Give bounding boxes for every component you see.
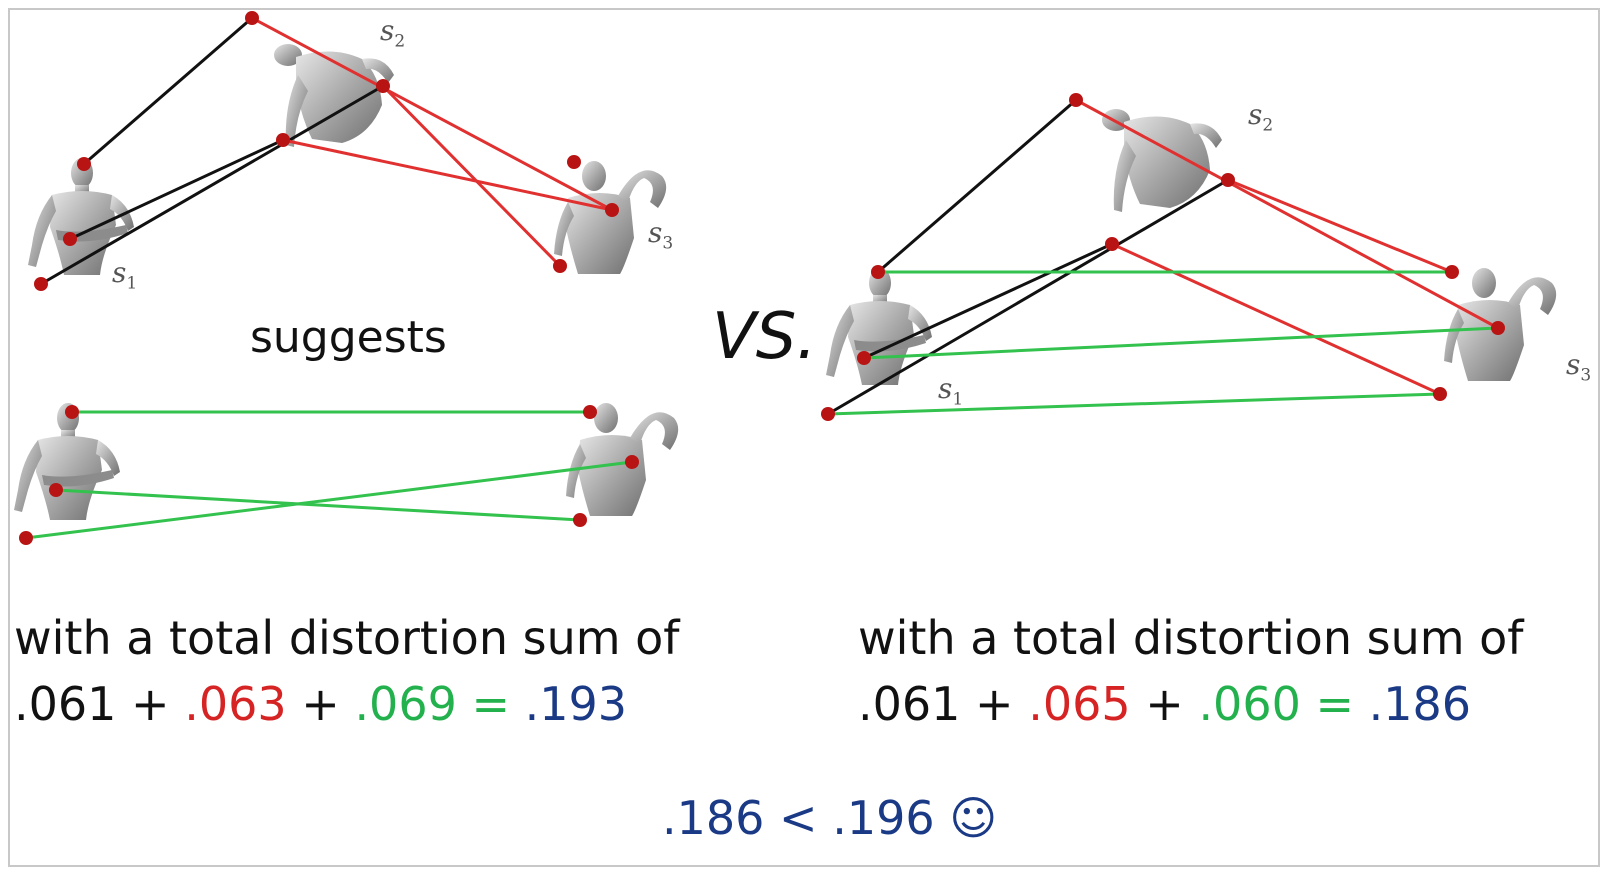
green-correspondence-line bbox=[55, 488, 581, 522]
label-s3-right: s3 bbox=[1566, 348, 1592, 386]
left-caption: with a total distortion sum of bbox=[14, 611, 680, 665]
red-correspondence-line bbox=[251, 16, 613, 212]
right-sum: .061 + .065 + .060 = .186 bbox=[858, 677, 1472, 731]
black-correspondence-line bbox=[863, 242, 1113, 360]
black-correspondence-line bbox=[877, 98, 1077, 274]
right-term-green: .060 bbox=[1198, 677, 1301, 731]
vs-label: VS. bbox=[712, 300, 817, 374]
left-term-green: .069 bbox=[354, 677, 457, 731]
green-correspondence-line bbox=[863, 326, 1499, 360]
feature-point bbox=[1221, 173, 1235, 187]
feature-point bbox=[821, 407, 835, 421]
feature-point bbox=[34, 277, 48, 291]
feature-point bbox=[567, 155, 581, 169]
feature-point bbox=[553, 259, 567, 273]
left-term-black: .061 bbox=[14, 677, 117, 731]
right-correspondence-lines bbox=[827, 98, 1499, 416]
feature-points bbox=[19, 11, 1505, 545]
feature-point bbox=[1105, 237, 1119, 251]
feature-point bbox=[245, 11, 259, 25]
green-correspondence-line bbox=[25, 460, 633, 540]
left-term-red: .063 bbox=[184, 677, 287, 731]
feature-point bbox=[1445, 265, 1459, 279]
black-correspondence-line bbox=[40, 84, 384, 286]
feature-point bbox=[857, 351, 871, 365]
red-correspondence-line bbox=[1227, 178, 1453, 274]
feature-point bbox=[625, 455, 639, 469]
left-top-correspondence-lines bbox=[40, 16, 613, 286]
human-figure-icon bbox=[566, 403, 679, 516]
red-correspondence-line bbox=[1111, 242, 1441, 396]
comparison-text: .186 < .196 ☺ bbox=[662, 791, 998, 845]
feature-point bbox=[583, 405, 597, 419]
black-correspondence-line bbox=[83, 16, 253, 166]
black-correspondence-line bbox=[69, 138, 284, 241]
label-s2-left: s2 bbox=[380, 14, 406, 52]
feature-point bbox=[1433, 387, 1447, 401]
feature-point bbox=[1069, 93, 1083, 107]
feature-point bbox=[65, 405, 79, 419]
feature-point bbox=[605, 203, 619, 217]
right-caption: with a total distortion sum of bbox=[858, 611, 1524, 665]
feature-point bbox=[573, 513, 587, 527]
suggests-label: suggests bbox=[250, 312, 447, 363]
black-correspondence-line bbox=[827, 178, 1229, 416]
label-s2-right: s2 bbox=[1248, 98, 1274, 136]
left-total: .193 bbox=[524, 677, 628, 731]
right-total: .186 bbox=[1368, 677, 1472, 731]
feature-point bbox=[1491, 321, 1505, 335]
green-correspondence-line bbox=[827, 392, 1441, 416]
human-figure-icon bbox=[826, 268, 932, 385]
red-correspondence-line bbox=[1075, 98, 1499, 330]
left-bottom-correspondence-lines bbox=[25, 410, 633, 540]
feature-point bbox=[63, 232, 77, 246]
human-figure-icon bbox=[14, 403, 120, 520]
feature-point bbox=[871, 265, 885, 279]
human-figure-icon bbox=[274, 44, 394, 147]
right-term-black: .061 bbox=[858, 677, 961, 731]
feature-point bbox=[276, 133, 290, 147]
label-s1-right: s1 bbox=[938, 372, 964, 410]
red-correspondence-line bbox=[381, 84, 562, 268]
feature-point bbox=[19, 531, 33, 545]
label-s3-left: s3 bbox=[648, 216, 674, 254]
feature-point bbox=[49, 483, 63, 497]
feature-point bbox=[77, 157, 91, 171]
feature-point bbox=[376, 79, 390, 93]
right-term-red: .065 bbox=[1028, 677, 1131, 731]
label-s1-left: s1 bbox=[112, 256, 138, 294]
red-correspondence-line bbox=[282, 138, 613, 212]
left-sum: .061 + .063 + .069 = .193 bbox=[14, 677, 628, 731]
